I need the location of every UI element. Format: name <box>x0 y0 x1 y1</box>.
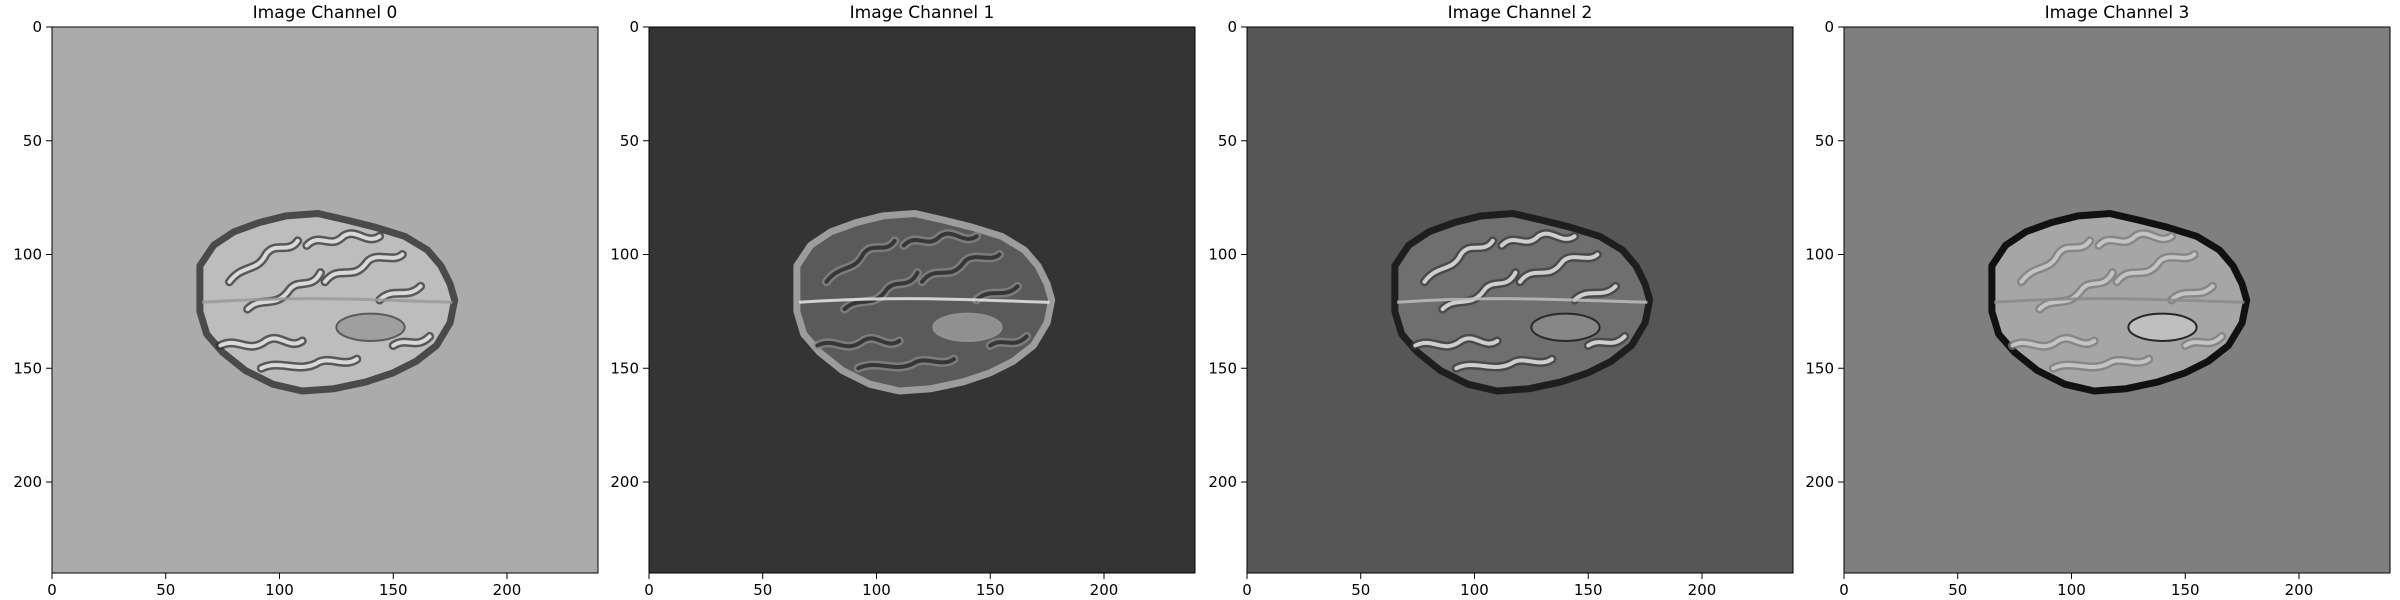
y-tick-label: 200 <box>1805 473 1834 491</box>
panel-0: Image Channel 0 0 50 100 150 200 0 50 100 150 200 <box>13 3 598 599</box>
x-tick-label: 50 <box>1351 581 1370 599</box>
y-tick-label: 100 <box>1805 246 1834 264</box>
x-tick-label: 150 <box>379 581 408 599</box>
x-tick-label: 150 <box>1574 581 1603 599</box>
x-tick-label: 0 <box>47 581 57 599</box>
mri-slice-image <box>1844 27 2390 573</box>
y-tick-label: 100 <box>610 246 639 264</box>
mri-slice-image <box>649 27 1195 573</box>
y-tick-label: 0 <box>1824 18 1834 36</box>
y-tick-label: 50 <box>620 132 639 150</box>
y-tick-label: 0 <box>32 18 42 36</box>
panel-3: Image Channel 3 0 50 100 150 200 0 50 100 150 200 <box>1805 3 2390 599</box>
y-tick-label: 100 <box>13 246 42 264</box>
y-tick-label: 100 <box>1208 246 1237 264</box>
panel-title: Image Channel 2 <box>1448 3 1593 23</box>
y-tick-label: 50 <box>23 132 42 150</box>
y-tick-label: 50 <box>1815 132 1834 150</box>
mri-slice-image <box>52 27 598 573</box>
y-tick-label: 150 <box>13 359 42 377</box>
y-tick-label: 150 <box>610 359 639 377</box>
x-tick-label: 0 <box>1242 581 1252 599</box>
lesion-region <box>336 314 404 341</box>
x-tick-label: 100 <box>862 581 891 599</box>
lesion-region <box>1531 314 1599 341</box>
x-tick-label: 100 <box>265 581 294 599</box>
y-tick-label: 150 <box>1805 359 1834 377</box>
y-tick-label: 150 <box>1208 359 1237 377</box>
x-tick-label: 200 <box>1090 581 1119 599</box>
x-tick-label: 200 <box>1688 581 1717 599</box>
y-tick-label: 50 <box>1218 132 1237 150</box>
panel-title: Image Channel 3 <box>2045 3 2190 23</box>
panel-title: Image Channel 0 <box>253 3 398 23</box>
lesion-region <box>2128 314 2196 341</box>
panel-1: Image Channel 1 0 50 100 150 200 0 50 100 150 200 <box>610 3 1195 599</box>
x-tick-label: 50 <box>156 581 175 599</box>
x-tick-label: 100 <box>2057 581 2086 599</box>
mri-slice-image <box>1247 27 1793 573</box>
x-tick-label: 200 <box>493 581 522 599</box>
x-tick-label: 0 <box>1839 581 1849 599</box>
panel-2: Image Channel 2 0 50 100 150 200 0 50 100 150 200 <box>1208 3 1793 599</box>
x-tick-label: 200 <box>2285 581 2314 599</box>
y-tick-label: 200 <box>610 473 639 491</box>
x-tick-label: 150 <box>976 581 1005 599</box>
y-tick-label: 200 <box>1208 473 1237 491</box>
y-tick-label: 0 <box>629 18 639 36</box>
panel-title: Image Channel 1 <box>850 3 995 23</box>
x-tick-label: 50 <box>1948 581 1967 599</box>
x-tick-label: 100 <box>1460 581 1489 599</box>
x-tick-label: 50 <box>753 581 772 599</box>
y-tick-label: 0 <box>1227 18 1237 36</box>
x-tick-label: 0 <box>644 581 654 599</box>
y-tick-label: 200 <box>13 473 42 491</box>
x-tick-label: 150 <box>2171 581 2200 599</box>
lesion-region <box>933 314 1001 341</box>
